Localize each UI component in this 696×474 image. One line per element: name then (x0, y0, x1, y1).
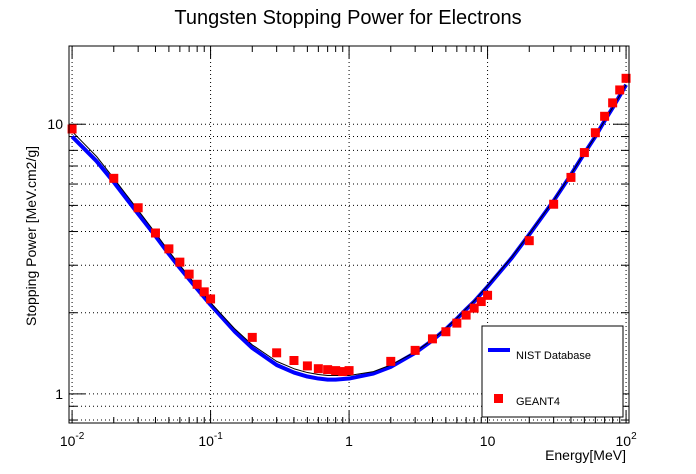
geant4-point (289, 355, 299, 365)
legend: NIST Database GEANT4 (481, 325, 624, 418)
x-tick-label: 10 (480, 433, 496, 449)
legend-swatch-geant4 (494, 394, 503, 403)
geant4-point (483, 290, 493, 300)
geant4-point (441, 327, 451, 337)
geant4-point (272, 348, 282, 358)
grid-lines (69, 46, 629, 423)
legend-label-nist: NIST Database (516, 350, 591, 362)
plot-frame (68, 45, 630, 424)
legend-box (481, 325, 624, 418)
x-axis-label: Energy[MeV] (545, 447, 626, 463)
geant4-point (133, 203, 143, 213)
x-axis-tick-labels: 10-2 10-1 1 10 102 (60, 431, 637, 449)
chart-title: Tungsten Stopping Power for Electrons (174, 7, 521, 29)
geant4-point (615, 85, 625, 95)
geant4-point (323, 365, 333, 375)
geant4-point (549, 199, 559, 209)
geant4-point (199, 287, 209, 297)
geant4-point (67, 124, 77, 134)
x-tick-label: 102 (615, 431, 637, 449)
x-tick-label: 1 (345, 433, 353, 449)
legend-label-geant4: GEANT4 (516, 396, 560, 408)
y-axis-tick-labels: 1 10 (47, 116, 63, 402)
geant4-point (206, 294, 216, 304)
geant4-point (461, 310, 471, 320)
geant4-point (175, 257, 185, 267)
y-axis-label: Stopping Power [MeV.cm2/g] (23, 146, 39, 326)
geant4-point (524, 236, 534, 246)
geant4-point (344, 366, 354, 376)
geant4-point (164, 244, 174, 254)
geant4-point (600, 111, 610, 121)
geant4-point (410, 345, 420, 355)
geant4-point (338, 367, 348, 377)
geant4-point (608, 98, 618, 108)
geant4-point (621, 73, 631, 83)
plot-series (67, 73, 631, 382)
geant4-point (313, 364, 323, 374)
x-tick-label: 10-1 (198, 431, 223, 449)
y-tick-label: 10 (47, 116, 63, 132)
geant4-point (452, 318, 462, 328)
geant4-point (331, 366, 341, 376)
geant4-point (579, 148, 589, 158)
geant4-point (302, 361, 312, 371)
geant4-point (150, 228, 160, 238)
geant4-point (192, 279, 202, 289)
geant4-point (247, 332, 257, 342)
geant4-point (590, 128, 600, 138)
geant4-point (184, 269, 194, 279)
x-tick-label: 10-2 (60, 431, 85, 449)
geant4-point (386, 356, 396, 366)
y-tick-label: 1 (55, 386, 63, 402)
geant4-point (469, 303, 479, 313)
geant4-point (566, 172, 576, 182)
geant4-point (476, 297, 486, 307)
geant4-point (427, 334, 437, 344)
geant4-point (109, 173, 119, 183)
